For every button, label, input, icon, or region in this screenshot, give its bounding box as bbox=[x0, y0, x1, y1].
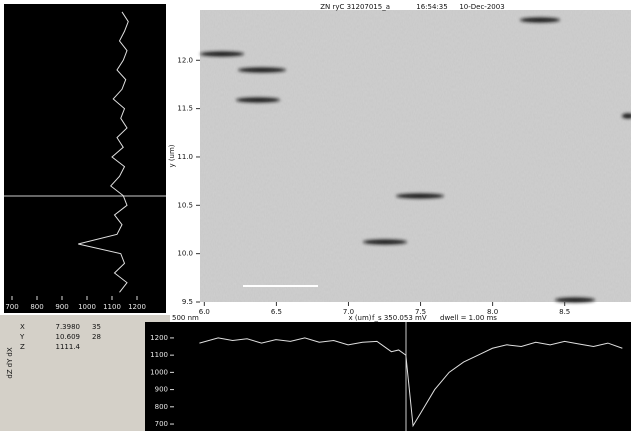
y-tick-label: 10.0 bbox=[177, 250, 193, 258]
y-tick-label: 800 bbox=[155, 403, 168, 411]
image-area bbox=[200, 10, 631, 303]
x-tick-label: 1200 bbox=[128, 303, 146, 311]
readout-label: Y bbox=[19, 333, 25, 341]
x-tick-label: 8.5 bbox=[559, 308, 570, 316]
profile-line bbox=[199, 337, 623, 428]
left-profile-panel bbox=[4, 4, 166, 313]
y-tick-label: 1100 bbox=[150, 351, 168, 359]
annotation: dwell = 1.00 ms bbox=[440, 314, 497, 322]
x-tick-label: 1100 bbox=[103, 303, 121, 311]
streaks bbox=[200, 17, 631, 303]
y-tick-label: 11.5 bbox=[177, 105, 193, 113]
image-title: ZN ryC 31207015_a bbox=[320, 3, 390, 11]
y-tick-label: 11.0 bbox=[177, 153, 193, 161]
x-tick-label: 900 bbox=[55, 303, 68, 311]
readout-value: 7.3980 bbox=[56, 323, 81, 331]
x-tick-label: 6.5 bbox=[271, 308, 282, 316]
y-tick-label: 9.5 bbox=[182, 298, 193, 306]
side-label: dX bbox=[6, 347, 14, 356]
scale-label: 500 nm bbox=[172, 314, 199, 322]
y-tick-label: 1200 bbox=[150, 334, 168, 342]
readout-label: Z bbox=[20, 343, 25, 351]
x-tick-label: 800 bbox=[30, 303, 43, 311]
readout-pixel: 35 bbox=[92, 323, 101, 331]
x-tick-label: 7.0 bbox=[343, 308, 354, 316]
y-tick-label: 700 bbox=[155, 420, 168, 428]
x-tick-label: 1000 bbox=[78, 303, 96, 311]
annotation: f_s 350.053 mV bbox=[372, 314, 427, 322]
readout-pixel: 28 bbox=[92, 333, 101, 341]
y-tick-label: 12.0 bbox=[177, 56, 193, 64]
x-tick-label: 700 bbox=[5, 303, 18, 311]
y-tick-label: 900 bbox=[155, 386, 168, 394]
x-axis-label: x (um) bbox=[348, 314, 371, 322]
image-date: 10-Dec-2003 bbox=[459, 3, 504, 11]
x-tick-label: 7.5 bbox=[415, 308, 426, 316]
readout-value: 10.609 bbox=[56, 333, 81, 341]
x-tick-label: 6.0 bbox=[199, 308, 210, 316]
readout-value: 1111.4 bbox=[56, 343, 81, 351]
image-noise bbox=[200, 10, 631, 302]
image-time: 16:54:35 bbox=[416, 3, 447, 11]
bottom-profile-panel bbox=[145, 322, 631, 431]
y-axis-label: y (um) bbox=[168, 144, 176, 167]
readout-panel bbox=[0, 315, 170, 431]
y-tick-label: 1000 bbox=[150, 368, 168, 376]
readout-label: X bbox=[20, 323, 25, 331]
readout: X 7.3980 35 Y 10.609 28 Z 1111.4 dX dY dZ bbox=[6, 323, 101, 379]
y-tick-label: 10.5 bbox=[177, 201, 193, 209]
profile-line bbox=[78, 11, 129, 293]
side-label: dZ bbox=[6, 369, 14, 378]
x-tick-label: 8.0 bbox=[487, 308, 498, 316]
side-label: dY bbox=[6, 358, 14, 367]
